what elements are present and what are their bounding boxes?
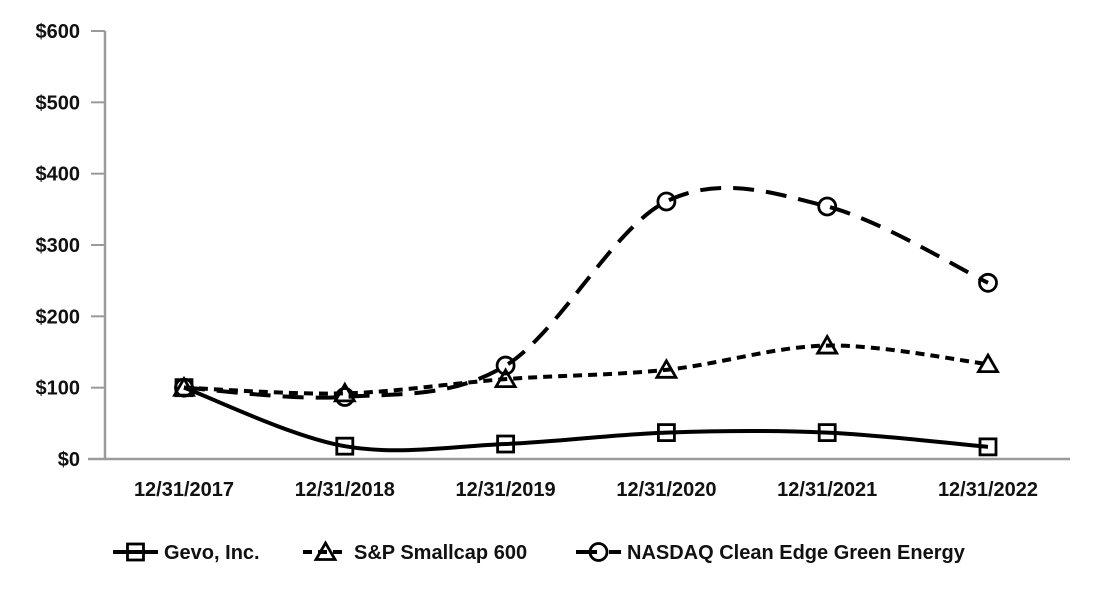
- y-tick-label: $400: [36, 164, 81, 186]
- triangle-marker-s-p-smallcap-600: [332, 381, 357, 403]
- series-line-nasdaq-clean-edge-green-energy: [183, 185, 989, 400]
- series-line-s-p-smallcap-600: [183, 343, 989, 396]
- y-tick-label: $200: [36, 306, 81, 328]
- circle-marker-nasdaq-clean-edge-green-energy: [978, 272, 998, 293]
- x-tick-label: 12/31/2021: [777, 479, 877, 501]
- x-tick-label: 12/31/2019: [456, 479, 556, 501]
- x-tick-label: 12/31/2022: [938, 479, 1038, 501]
- triangle-marker-s-p-smallcap-600: [654, 358, 679, 379]
- x-tick-label: 12/31/2018: [295, 479, 395, 501]
- triangle-icon: [313, 540, 338, 561]
- x-tick-label: 12/31/2017: [134, 479, 234, 501]
- y-tick-label: $300: [36, 235, 81, 257]
- circle-marker-nasdaq-clean-edge-green-energy: [817, 196, 838, 217]
- square-marker-gevo-inc: [174, 378, 194, 398]
- legend-label: NASDAQ Clean Edge Green Energy: [627, 542, 966, 564]
- triangle-marker-s-p-smallcap-600: [493, 367, 518, 389]
- square-marker-gevo-inc: [496, 434, 516, 454]
- triangle-marker-s-p-smallcap-600: [976, 352, 1000, 374]
- y-tick-label: $600: [36, 21, 81, 43]
- square-marker-gevo-inc: [657, 423, 676, 443]
- square-marker-gevo-inc: [335, 436, 355, 456]
- y-tick-label: $500: [36, 92, 81, 114]
- triangle-marker-s-p-smallcap-600: [815, 333, 840, 355]
- circle-marker-nasdaq-clean-edge-green-energy: [495, 355, 516, 376]
- square-marker-gevo-inc: [978, 437, 998, 457]
- square-icon: [126, 542, 145, 562]
- legend-label: Gevo, Inc.: [164, 542, 260, 564]
- series-line-gevo-inc: [183, 385, 989, 453]
- x-tick-label: 12/31/2020: [616, 479, 716, 501]
- circle-marker-nasdaq-clean-edge-green-energy: [656, 191, 677, 212]
- y-tick-label: $100: [36, 378, 81, 400]
- circle-icon: [588, 542, 609, 562]
- y-tick-label: $0: [58, 449, 80, 471]
- square-marker-gevo-inc: [817, 423, 837, 443]
- legend-label: S&P Smallcap 600: [354, 542, 527, 564]
